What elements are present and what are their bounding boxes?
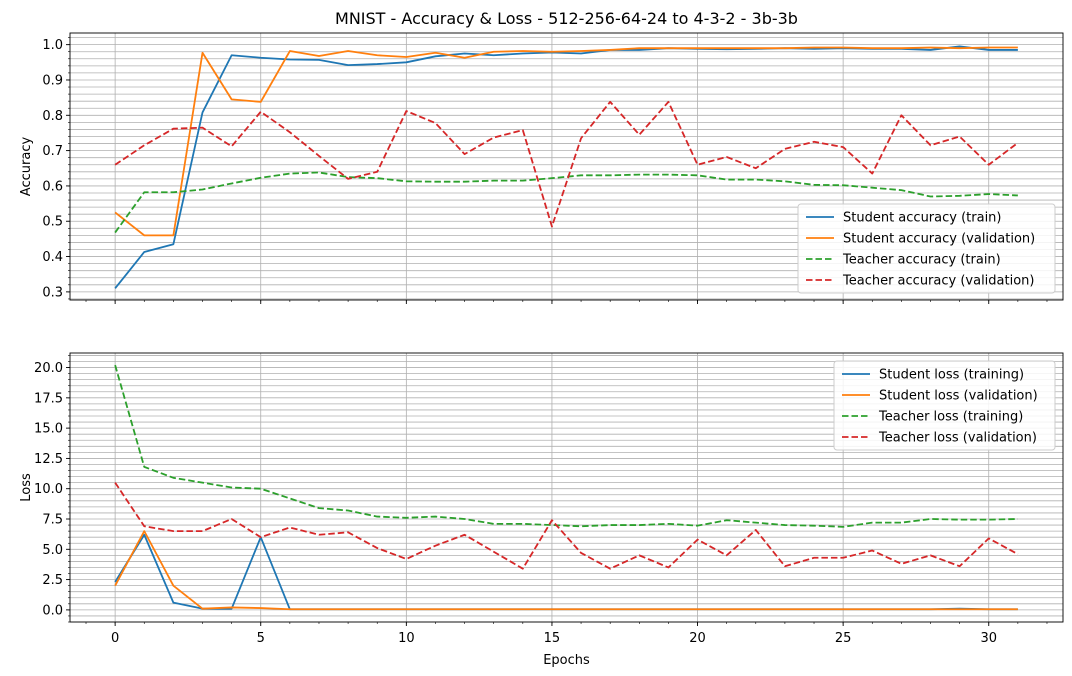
legend-box xyxy=(833,360,1056,451)
legend-box xyxy=(797,203,1056,294)
y-tick-label: 5.0 xyxy=(42,543,63,558)
y-axis-label: Loss xyxy=(19,473,34,502)
legend-label: Teacher accuracy (train) xyxy=(842,253,1001,268)
y-tick-label: 0.0 xyxy=(42,603,63,618)
y-tick-label: 0.3 xyxy=(42,285,63,300)
legend-label: Teacher loss (training) xyxy=(878,410,1023,425)
y-tick-label: 10.0 xyxy=(34,482,63,497)
y-tick-label: 0.6 xyxy=(42,179,63,194)
chart-1: 0 5 10 15 20 25 30 0.0 2.5 5.0 7.5 10.0 12.5 15.0 17.5… xyxy=(19,352,1064,668)
series-line-1 xyxy=(114,46,1018,237)
y-axis-label: Accuracy xyxy=(19,137,34,197)
y-tick-label: 0.9 xyxy=(42,73,63,88)
y-tick-label: 12.5 xyxy=(34,452,63,467)
x-tick-label: 5 xyxy=(257,631,265,646)
series-line-3 xyxy=(114,482,1019,570)
legend: Student accuracy (train) Student accuracy… xyxy=(797,203,1056,294)
y-tick-label: 0.4 xyxy=(42,250,63,265)
legend-label: Student accuracy (validation) xyxy=(843,232,1035,247)
axes-frame xyxy=(69,352,1064,623)
series-line-1 xyxy=(114,530,1018,611)
y-tick-label: 17.5 xyxy=(34,391,63,406)
y-tick-label: 7.5 xyxy=(42,513,63,528)
y-tick-label: 0.7 xyxy=(42,144,63,159)
y-tick-label: 20.0 xyxy=(34,361,63,376)
series-line-2 xyxy=(114,364,1018,528)
y-tick-label: 0.5 xyxy=(42,215,63,230)
legend-label: Teacher loss (validation) xyxy=(878,431,1037,446)
x-axis-label: Epochs xyxy=(543,653,590,668)
x-tick-label: 30 xyxy=(980,631,997,646)
y-tick-label: 2.5 xyxy=(42,573,63,588)
legend-label: Teacher accuracy (validation) xyxy=(842,274,1035,289)
y-tick-label: 15.0 xyxy=(34,422,63,437)
x-tick-label: 25 xyxy=(835,631,852,646)
y-tick-label: 0.8 xyxy=(42,109,63,124)
chart-0: 0.3 0.4 0.5 0.6 0.7 0.8 0.9 1.0 MNIST - Accuracy… xyxy=(19,9,1064,304)
legend-label: Student accuracy (train) xyxy=(843,211,1002,226)
y-tick-label: 1.0 xyxy=(42,38,63,53)
legend-label: Student loss (validation) xyxy=(879,389,1038,404)
series-line-3 xyxy=(114,100,1019,228)
series-line-2 xyxy=(114,171,1018,234)
x-tick-label: 10 xyxy=(398,631,415,646)
chart-title: MNIST - Accuracy & Loss - 512-256-64-24 … xyxy=(335,9,798,28)
x-tick-label: 0 xyxy=(111,631,119,646)
x-tick-label: 15 xyxy=(544,631,561,646)
axes-frame xyxy=(69,32,1064,301)
x-tick-label: 20 xyxy=(689,631,706,646)
legend-label: Student loss (training) xyxy=(879,368,1024,383)
legend: Student loss (training) Student loss (val… xyxy=(833,360,1056,451)
